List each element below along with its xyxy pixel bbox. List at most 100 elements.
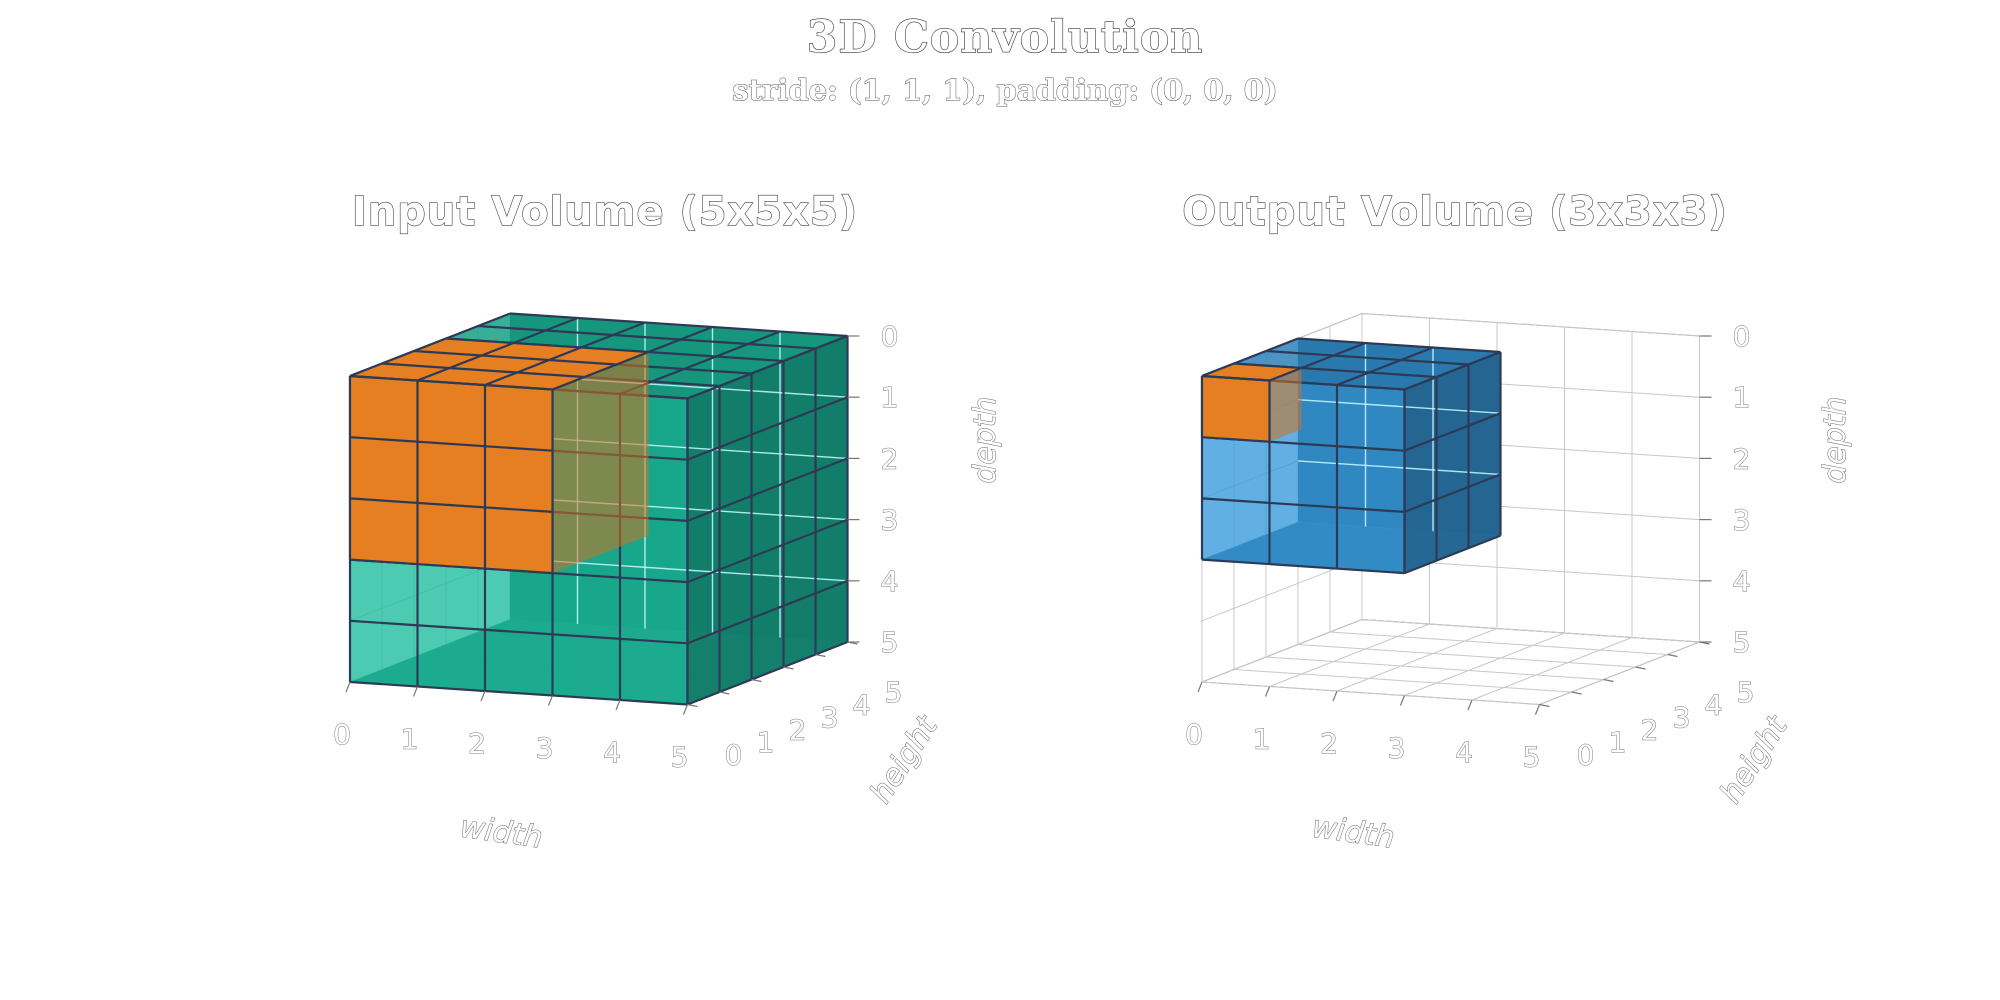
- output-y-tick-label: 1: [1609, 726, 1627, 759]
- output-x-tick-label: 5: [1523, 741, 1541, 774]
- output-z-tick-label: 5: [1733, 626, 1751, 659]
- input-z-tick-label: 3: [881, 504, 899, 537]
- output-voxel-edge: [1297, 460, 1501, 476]
- output-highlight-edge: [1233, 362, 1302, 370]
- input-y-tick-mark: [815, 653, 826, 658]
- output-gridline: [1269, 623, 1430, 687]
- output-y-tick-label: 3: [1673, 701, 1691, 734]
- input-voxel-edge: [349, 680, 688, 706]
- output-gridline: [1361, 619, 1700, 643]
- input-y-tick-mark: [783, 666, 794, 670]
- input-voxel-edge: [477, 324, 816, 350]
- input-x-tick-mark: [345, 681, 351, 693]
- input-voxel-edge: [349, 619, 688, 645]
- output-volume-right-face: [1404, 352, 1501, 574]
- output-y-tick-label: 4: [1705, 689, 1723, 722]
- output-volume-panel: Output Volume (3x3x3) 0 1 2 3 4 5 0 1 2 3 4 5012345…: [1182, 188, 1854, 856]
- output-voxel-edge: [1336, 346, 1434, 387]
- output-highlight-front-face: [1202, 376, 1270, 442]
- input-highlight-edge: [417, 341, 514, 382]
- output-highlight-top-face: [1202, 363, 1302, 381]
- input-voxel-edge: [509, 312, 848, 338]
- output-gridline: [1201, 681, 1540, 705]
- input-voxel-grid: [348, 312, 849, 706]
- figure-title: 3D Convolution: [807, 12, 1203, 63]
- input-y-tick-mark: [751, 678, 762, 683]
- output-y-tick-label: 0: [1577, 739, 1595, 772]
- output-x-tick-label: 4: [1455, 736, 1473, 769]
- output-gridline: [1329, 631, 1668, 655]
- output-gridline: [1361, 313, 1700, 337]
- output-gridline: [1471, 637, 1633, 701]
- input-x-tick-mark: [682, 704, 689, 715]
- output-gridline: [1265, 656, 1604, 680]
- output-voxel-edge: [1265, 349, 1469, 366]
- input-x-tick-mark: [615, 699, 621, 711]
- output-x-tick-mark: [1264, 686, 1271, 697]
- input-highlight-edge: [552, 350, 649, 391]
- output-y-axis-label: height: [1713, 709, 1795, 809]
- input-y-axis-label: height: [863, 709, 945, 809]
- input-x-tick-label: 3: [536, 732, 554, 765]
- input-x-tick-mark: [480, 690, 486, 702]
- input-highlight-right-face: [552, 352, 649, 574]
- output-voxel-edge: [1404, 473, 1501, 513]
- input-volume-right-face: [687, 336, 848, 705]
- output-gridline: [1297, 644, 1636, 668]
- output-y-tick-label: 5: [1737, 676, 1755, 709]
- output-gridline: [1539, 641, 1700, 705]
- input-y-tick-label: 2: [789, 714, 807, 747]
- output-gridline: [1233, 669, 1572, 693]
- input-x-tick-label: 1: [401, 723, 419, 756]
- input-voxel-edge: [687, 640, 848, 706]
- input-z-tick-label: 4: [881, 565, 899, 598]
- output-highlight-edge: [1201, 436, 1270, 443]
- input-highlight-edge: [381, 362, 585, 379]
- output-x-tick-label: 2: [1320, 727, 1338, 760]
- input-z-tick-label: 0: [881, 320, 899, 353]
- input-y-tick-label: 1: [757, 726, 775, 759]
- input-x-tick-label: 2: [468, 727, 486, 760]
- output-y-tick-mark: [1667, 653, 1678, 658]
- input-highlight-edge: [349, 558, 553, 575]
- input-panel-title: Input Volume (5x5x5): [352, 189, 858, 235]
- input-highlight-edge: [445, 337, 649, 354]
- output-x-tick-label: 3: [1388, 732, 1406, 765]
- input-volume-panel: Input Volume (5x5x5) 0 1 2 3 4 5 0 1 2 3 4 5012345 …: [333, 188, 1004, 856]
- output-voxel-edge: [1297, 337, 1501, 354]
- input-voxel-edge: [687, 579, 848, 645]
- input-x-tick-mark: [412, 686, 419, 697]
- output-voxel-grid: [1200, 337, 1502, 575]
- output-z-axis-label: depth: [1818, 396, 1853, 483]
- output-y-tick-label: 2: [1641, 714, 1659, 747]
- output-voxel-edge: [1404, 534, 1501, 575]
- output-voxel-edge: [1404, 412, 1501, 452]
- input-z-tick-label: 5: [881, 626, 899, 659]
- output-floor-pane: [1201, 618, 1700, 706]
- input-y-tick-label: 3: [821, 701, 839, 734]
- output-x-tick-mark: [1467, 699, 1473, 711]
- input-y-tick-label: 4: [853, 689, 871, 722]
- output-z-tick-label: 4: [1733, 565, 1751, 598]
- output-voxel-edge: [1404, 350, 1501, 391]
- input-voxel-edge: [687, 334, 848, 400]
- output-x-tick-mark: [1197, 681, 1203, 693]
- output-highlight-right-face: [1269, 368, 1302, 442]
- output-gridline: [1404, 632, 1565, 696]
- output-x-tick-mark: [1332, 690, 1338, 702]
- input-x-tick-label: 4: [603, 736, 621, 769]
- input-highlight-edge: [413, 349, 617, 366]
- input-z-tick-label: 1: [881, 381, 899, 414]
- input-x-tick-mark: [547, 695, 554, 706]
- output-panel-title: Output Volume (3x3x3): [1182, 189, 1728, 235]
- output-gridline: [1201, 619, 1363, 683]
- output-y-tick-mark: [1635, 666, 1646, 670]
- input-highlight-edge: [349, 436, 553, 452]
- input-y-tick-mark: [719, 691, 730, 695]
- output-x-tick-mark: [1534, 704, 1541, 715]
- output-voxel-edge: [1201, 558, 1405, 575]
- figure-subtitle: stride: (1, 1, 1), padding: (0, 0, 0): [732, 73, 1277, 107]
